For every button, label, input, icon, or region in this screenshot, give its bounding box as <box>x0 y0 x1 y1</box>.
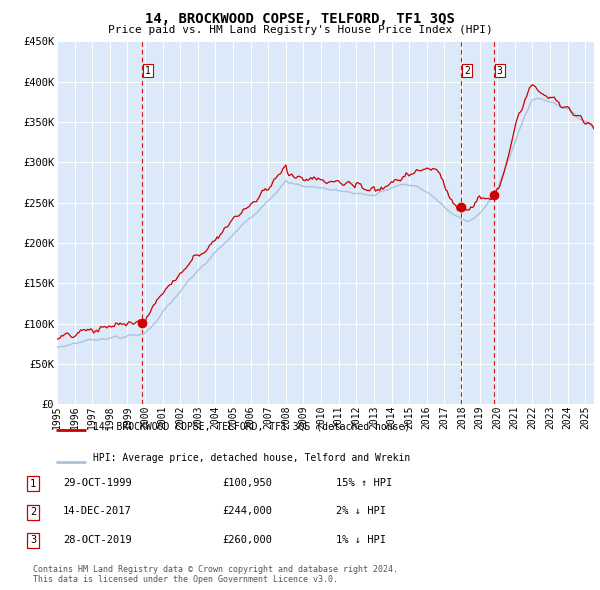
Text: £244,000: £244,000 <box>222 506 272 516</box>
Text: Price paid vs. HM Land Registry's House Price Index (HPI): Price paid vs. HM Land Registry's House … <box>107 25 493 35</box>
Text: 3: 3 <box>497 65 503 76</box>
Text: 2% ↓ HPI: 2% ↓ HPI <box>336 506 386 516</box>
Text: 2: 2 <box>30 507 36 517</box>
Text: 15% ↑ HPI: 15% ↑ HPI <box>336 478 392 488</box>
Text: 29-OCT-1999: 29-OCT-1999 <box>63 478 132 488</box>
Text: 28-OCT-2019: 28-OCT-2019 <box>63 535 132 545</box>
Text: 1% ↓ HPI: 1% ↓ HPI <box>336 535 386 545</box>
Text: 14, BROCKWOOD COPSE, TELFORD, TF1 3QS: 14, BROCKWOOD COPSE, TELFORD, TF1 3QS <box>145 12 455 26</box>
Text: Contains HM Land Registry data © Crown copyright and database right 2024.
This d: Contains HM Land Registry data © Crown c… <box>33 565 398 584</box>
Text: £100,950: £100,950 <box>222 478 272 488</box>
Text: 14-DEC-2017: 14-DEC-2017 <box>63 506 132 516</box>
Text: £260,000: £260,000 <box>222 535 272 545</box>
Text: 1: 1 <box>30 479 36 489</box>
Text: 3: 3 <box>30 536 36 545</box>
Text: HPI: Average price, detached house, Telford and Wrekin: HPI: Average price, detached house, Telf… <box>94 453 410 463</box>
Text: 2: 2 <box>464 65 470 76</box>
Text: 1: 1 <box>145 65 151 76</box>
Text: 14, BROCKWOOD COPSE, TELFORD, TF1 3QS (detached house): 14, BROCKWOOD COPSE, TELFORD, TF1 3QS (d… <box>94 421 410 431</box>
